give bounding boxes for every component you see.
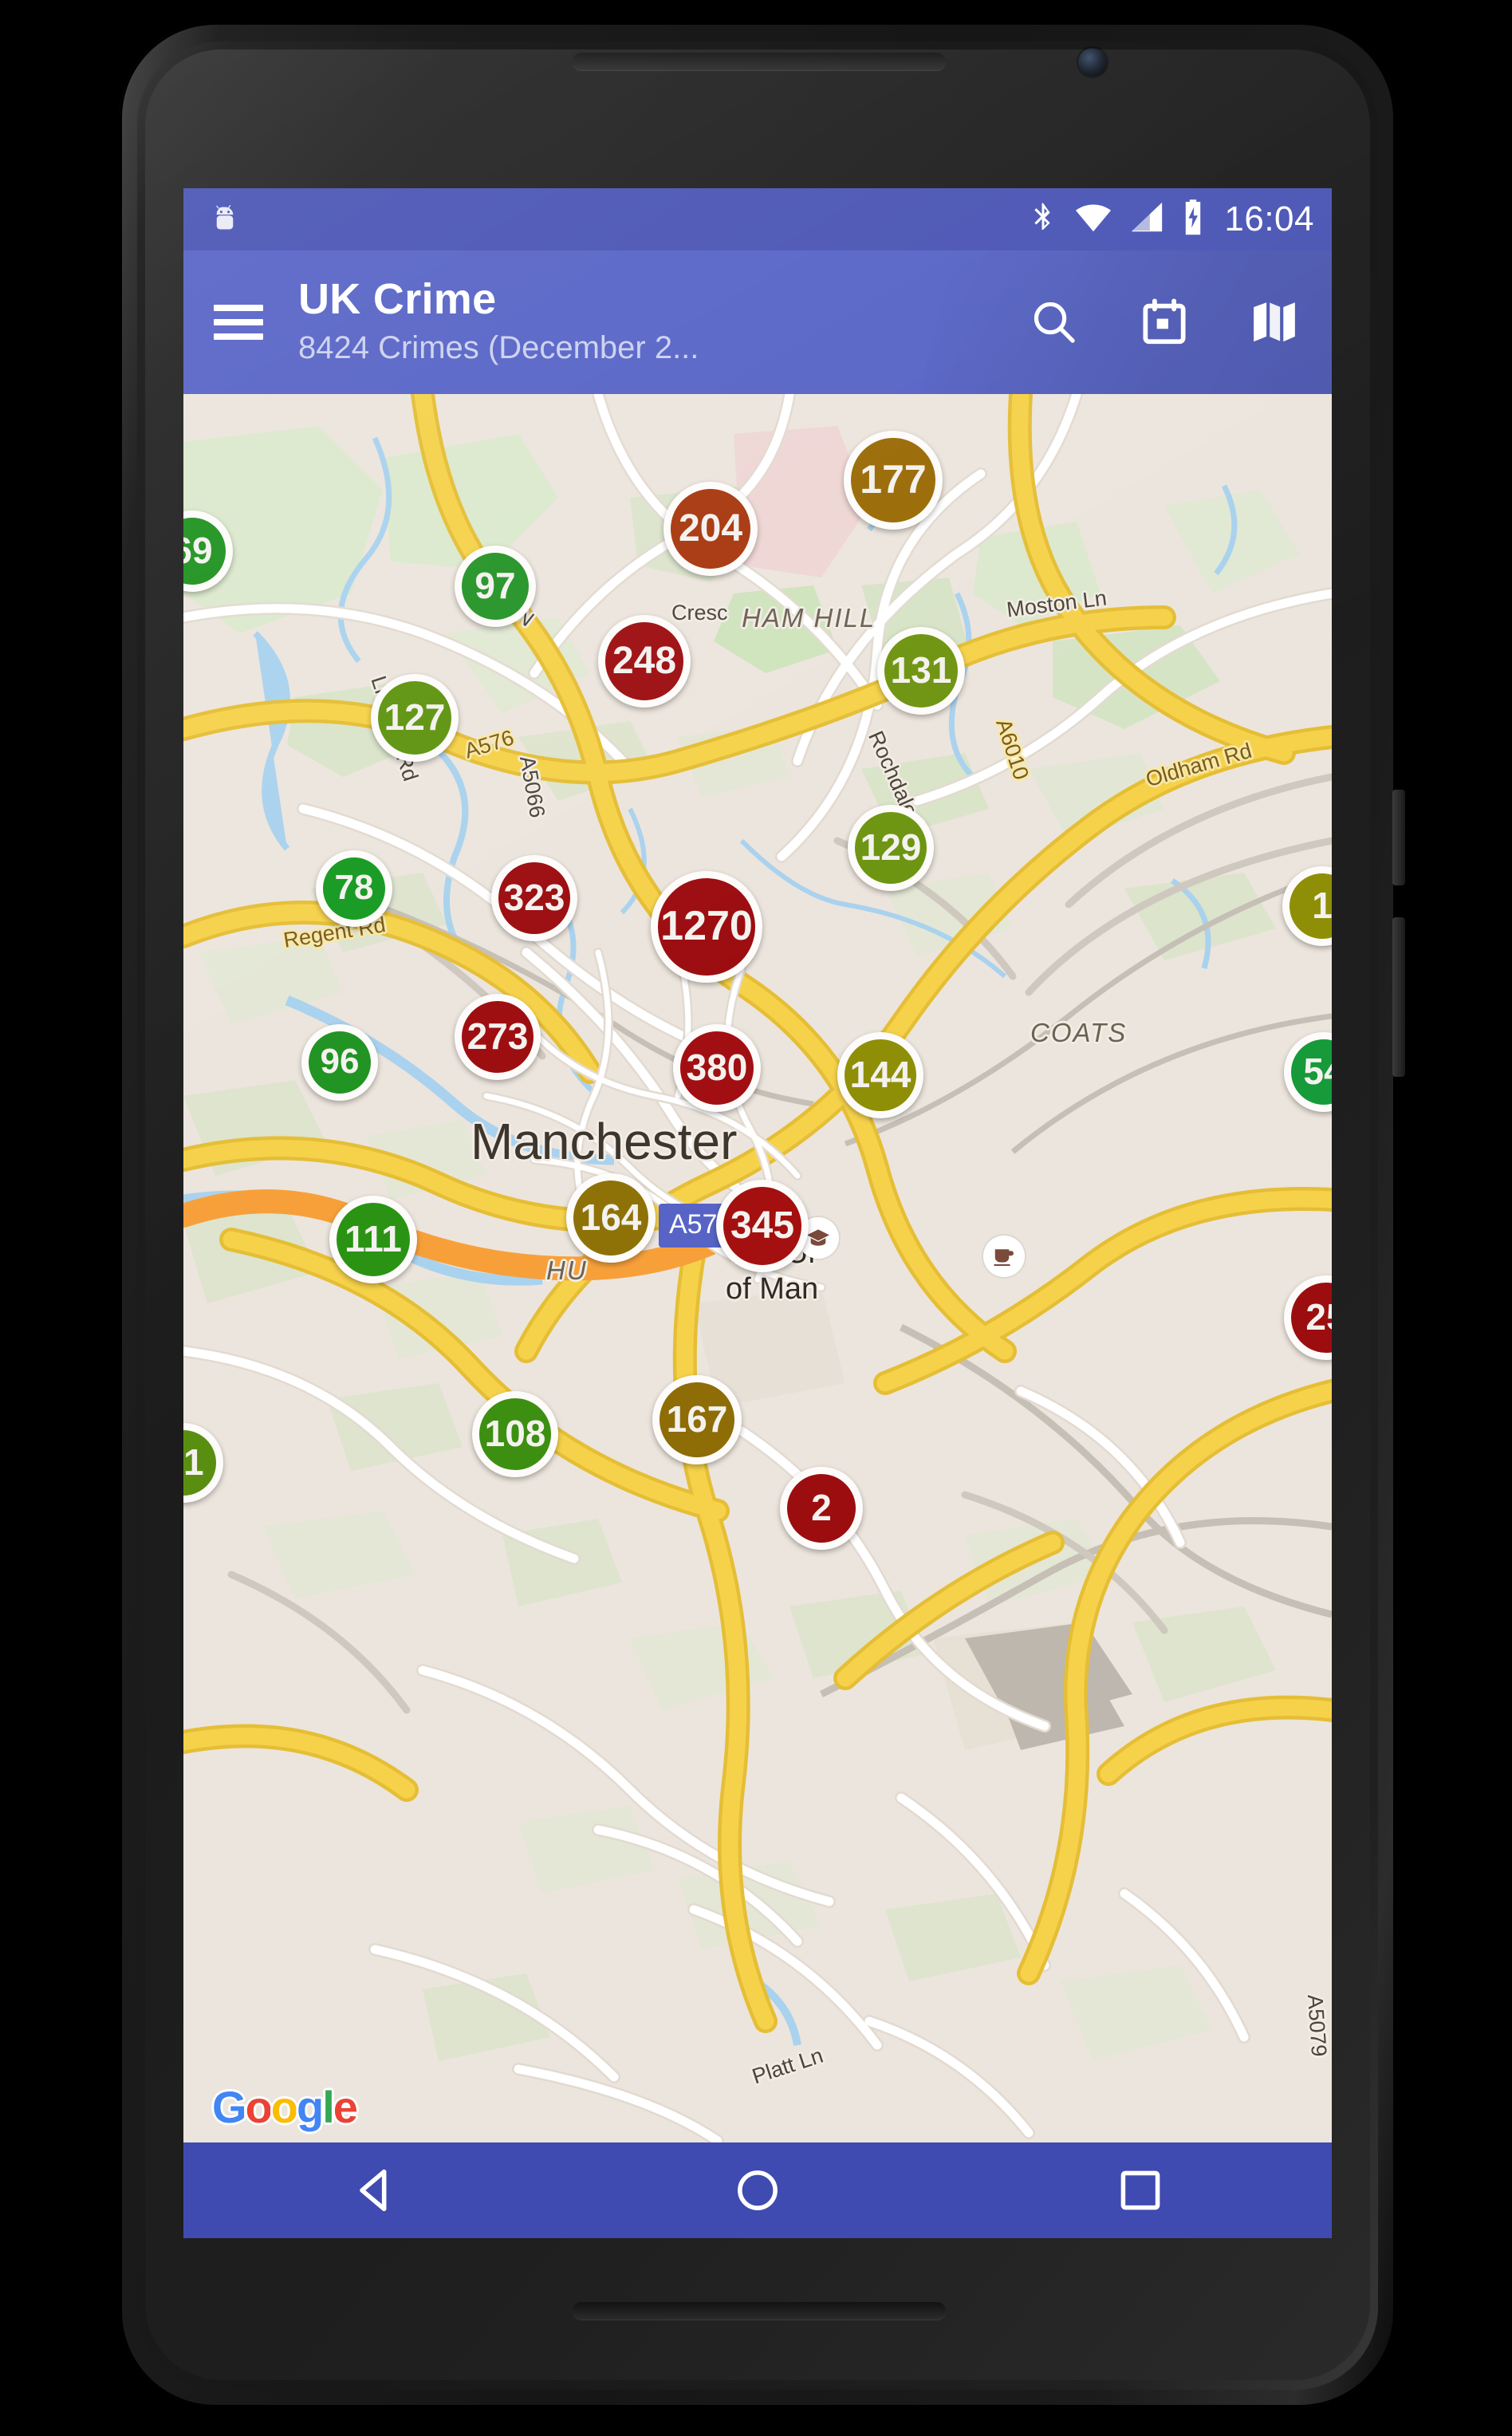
app-bar: UK Crime 8424 Crimes (December 2...: [183, 250, 1332, 394]
crime-cluster-marker[interactable]: 380: [673, 1024, 761, 1112]
crime-cluster-marker[interactable]: 78: [316, 850, 392, 927]
map-icon[interactable]: [1244, 292, 1305, 353]
cluster-count: 96: [320, 1042, 360, 1081]
crime-cluster-marker[interactable]: 96: [301, 1024, 378, 1101]
bluetooth-icon: [1026, 199, 1058, 240]
home-button[interactable]: [698, 2146, 817, 2234]
earpiece-speaker: [573, 53, 946, 70]
cluster-count: 273: [467, 1015, 529, 1057]
status-bar-icons: [1026, 199, 1207, 241]
crime-cluster-marker[interactable]: 177: [844, 431, 943, 530]
crime-cluster-marker[interactable]: 131: [877, 627, 965, 715]
crime-cluster-marker[interactable]: 1270: [651, 871, 762, 983]
page-subtitle: 8424 Crimes (December 2...: [298, 330, 699, 366]
crime-cluster-marker[interactable]: 2: [780, 1467, 863, 1550]
recents-button[interactable]: [1081, 2146, 1200, 2234]
crime-cluster-marker[interactable]: 127: [371, 674, 459, 762]
cluster-count: 129: [860, 826, 922, 868]
android-mascot-icon: [207, 202, 242, 237]
front-camera-icon: [1078, 48, 1107, 77]
crime-cluster-marker[interactable]: 345: [716, 1180, 809, 1272]
cluster-count: 69: [183, 530, 213, 571]
phone-screen: 16:04 UK Crime 8424 Crimes (December 2..…: [183, 188, 1332, 2238]
cluster-count: 380: [686, 1047, 748, 1088]
crime-cluster-marker[interactable]: 323: [491, 855, 577, 941]
crime-cluster-marker[interactable]: 164: [566, 1173, 656, 1263]
calendar-icon[interactable]: [1134, 292, 1195, 353]
cluster-count: 248: [612, 639, 677, 682]
crime-cluster-marker[interactable]: 129: [848, 805, 934, 891]
status-bar-clock: 16:04: [1224, 199, 1314, 238]
cluster-count: 54: [1303, 1050, 1332, 1092]
cluster-count: 111: [345, 1218, 402, 1259]
cafe-poi-icon: [983, 1236, 1025, 1277]
wifi-icon: [1073, 199, 1114, 240]
cluster-count: 1270: [660, 903, 753, 949]
hamburger-menu-icon[interactable]: [211, 300, 266, 345]
search-icon[interactable]: [1024, 292, 1085, 353]
cluster-count: 108: [484, 1413, 546, 1454]
power-button[interactable]: [1392, 790, 1405, 885]
crime-cluster-marker[interactable]: 97: [455, 546, 536, 627]
page-title: UK Crime: [298, 274, 497, 323]
cluster-count: 25: [1305, 1296, 1332, 1338]
cluster-count: 97: [474, 565, 516, 606]
cellular-signal-icon: [1128, 199, 1165, 240]
cluster-count: 21: [183, 1441, 204, 1483]
cluster-count: 177: [860, 457, 927, 502]
map-canvas[interactable]: .land{fill:#ece5dd} .park{fill:#cfe3bd} …: [183, 394, 1332, 2142]
cluster-count: 131: [890, 649, 952, 691]
crime-cluster-marker[interactable]: 248: [598, 615, 691, 708]
crime-cluster-marker[interactable]: 167: [652, 1375, 742, 1464]
cluster-count: 167: [666, 1398, 728, 1440]
bottom-speaker: [573, 2302, 946, 2320]
cluster-count: 323: [503, 877, 565, 918]
battery-charging-icon: [1179, 199, 1207, 241]
google-attribution-logo: Google: [212, 2082, 358, 2132]
cluster-count: 164: [580, 1196, 642, 1238]
system-navigation-bar: [183, 2142, 1332, 2238]
cluster-count: 144: [849, 1054, 912, 1095]
crime-cluster-marker[interactable]: 204: [663, 482, 758, 576]
crime-cluster-marker[interactable]: 108: [472, 1391, 558, 1477]
status-bar: 16:04: [183, 188, 1332, 250]
back-button[interactable]: [315, 2146, 435, 2234]
app-bar-actions: [1024, 292, 1311, 353]
crime-cluster-marker[interactable]: 111: [329, 1196, 417, 1283]
app-bar-titles: UK Crime 8424 Crimes (December 2...: [298, 274, 699, 369]
volume-button[interactable]: [1392, 917, 1405, 1077]
cluster-count: 345: [730, 1204, 795, 1247]
cluster-count: 1: [1312, 885, 1332, 926]
cluster-count: 78: [334, 868, 374, 907]
crime-cluster-marker[interactable]: 144: [837, 1032, 923, 1118]
university-poi-icon: [797, 1217, 839, 1259]
cluster-count: 204: [678, 507, 743, 550]
crime-cluster-marker[interactable]: 273: [455, 994, 541, 1080]
cluster-count: 2: [811, 1487, 832, 1528]
cluster-count: 127: [384, 696, 446, 738]
